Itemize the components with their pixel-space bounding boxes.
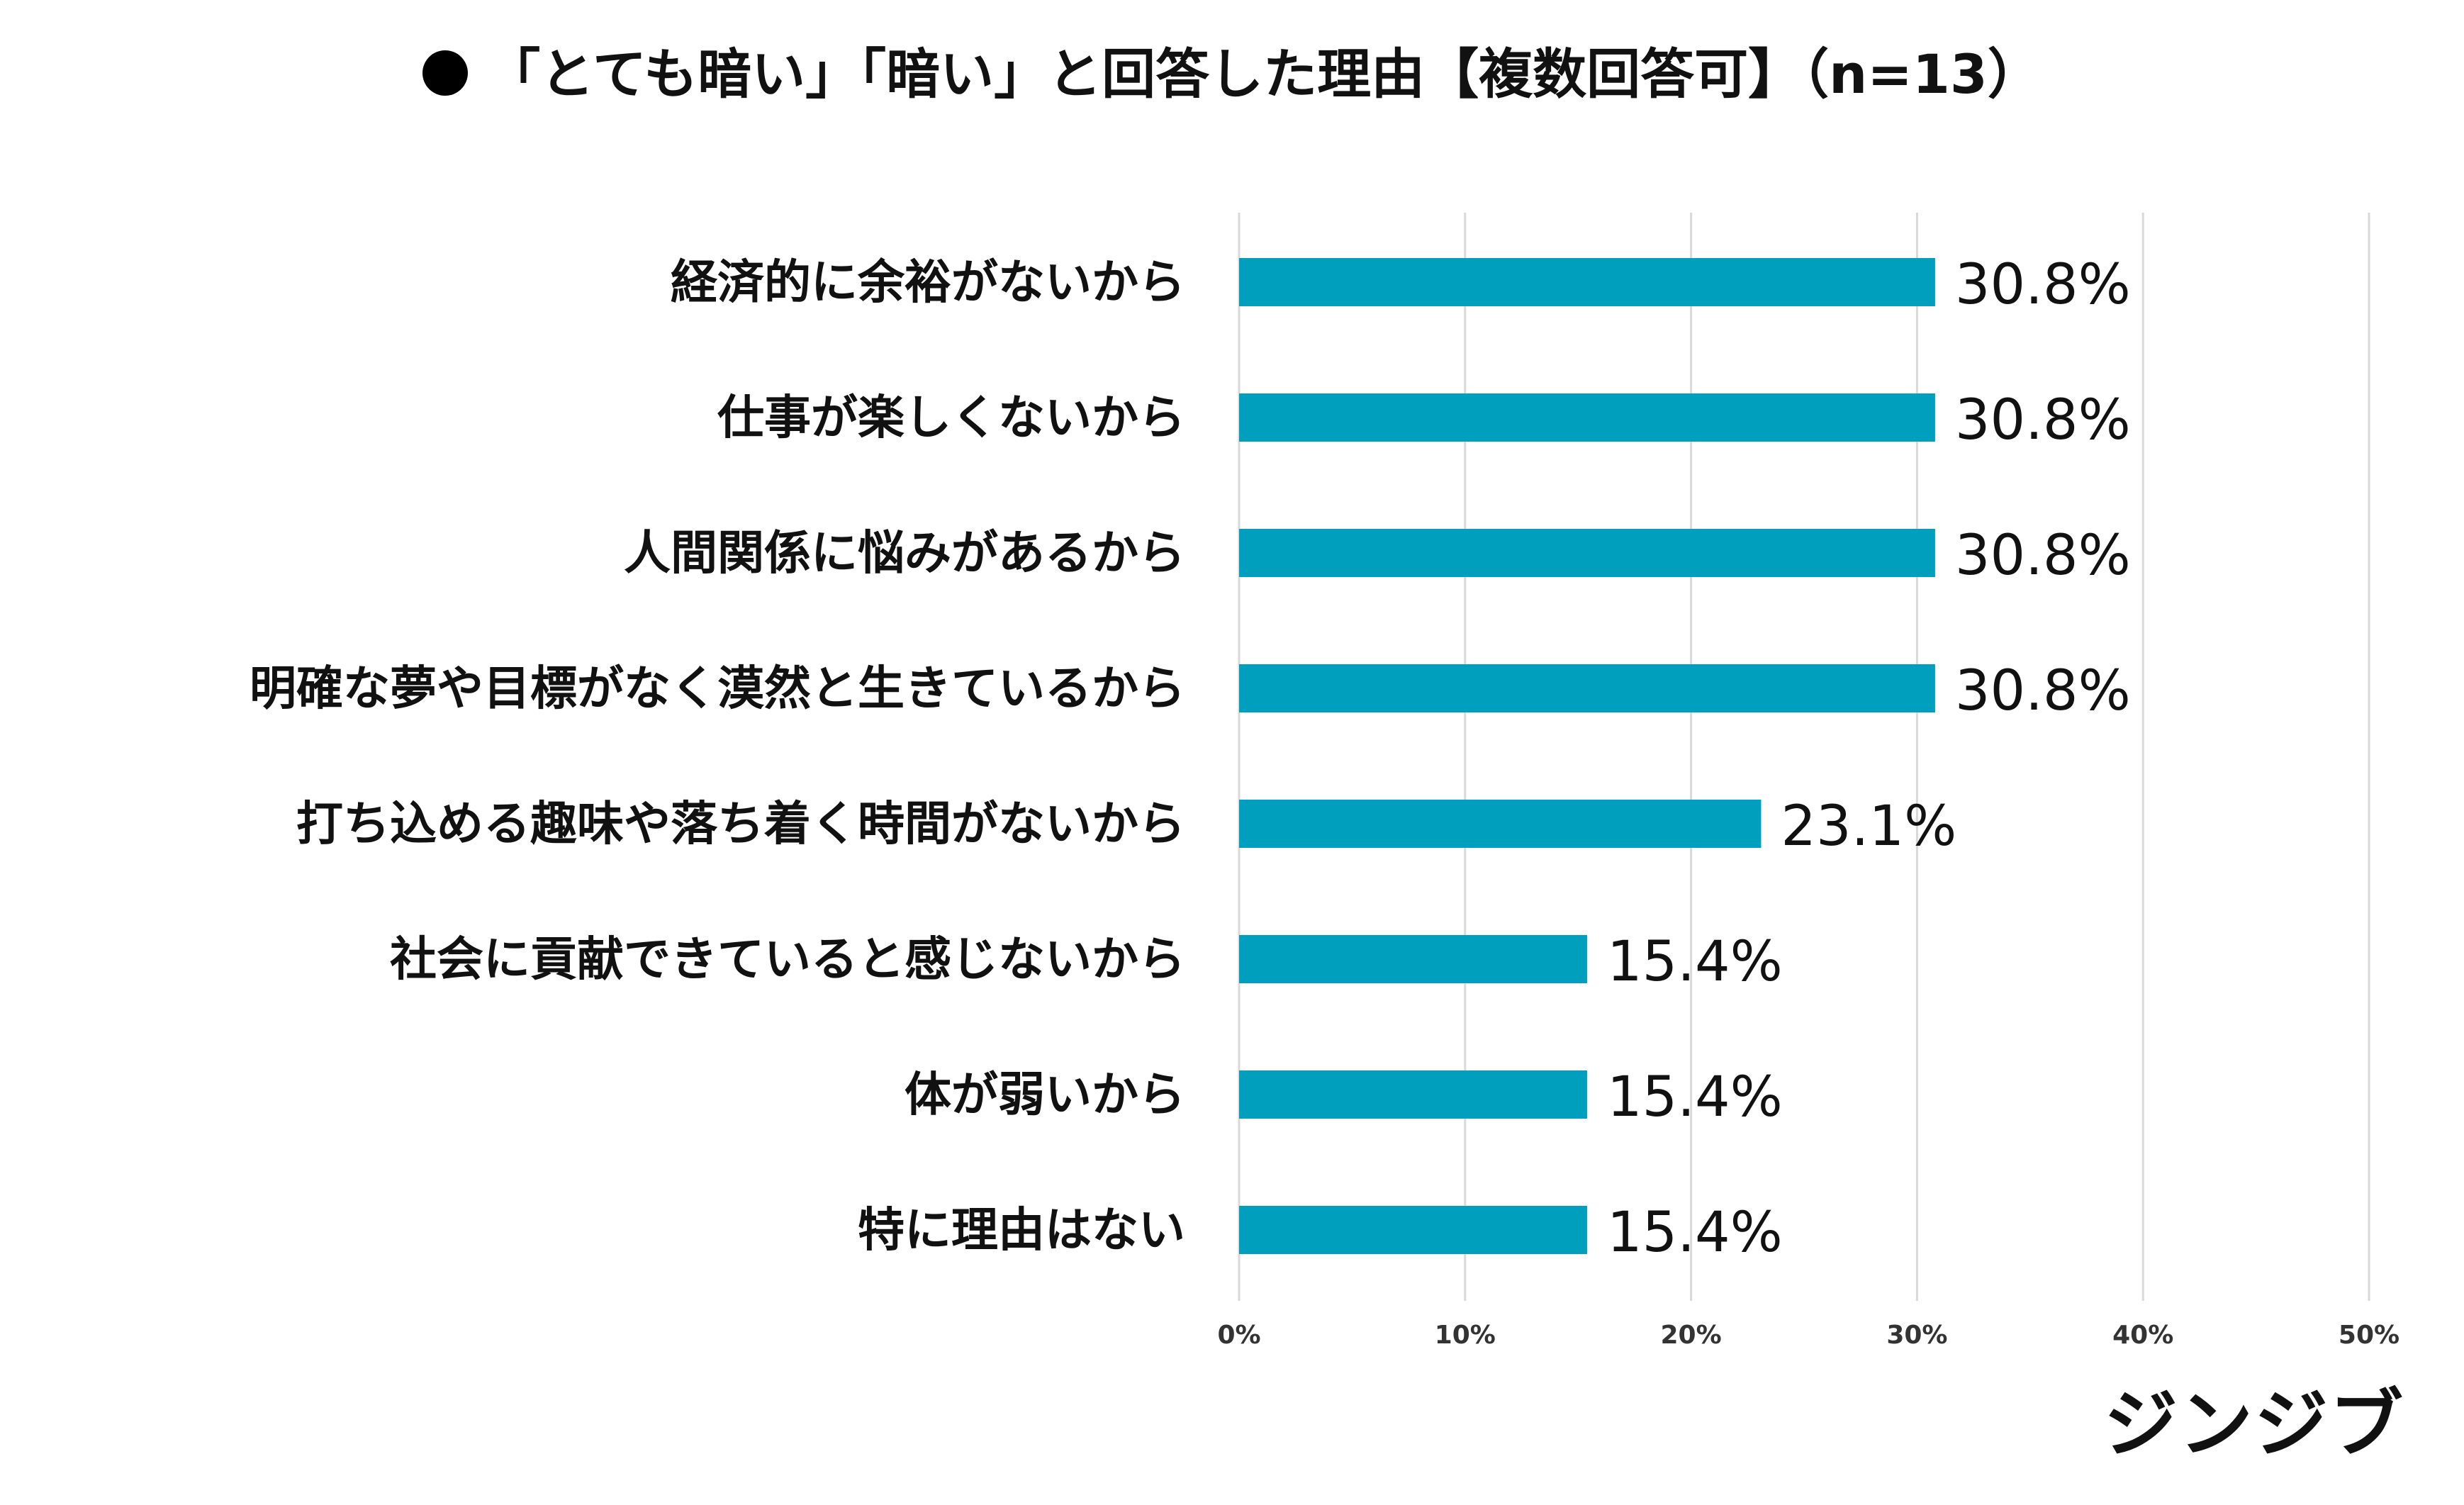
chart-title: 「とても暗い」「暗い」と回答した理由【複数回答可】（n=13） <box>0 28 2464 121</box>
data-label: 15.4% <box>1607 930 1783 994</box>
bar <box>1239 393 1935 442</box>
data-label: 30.8% <box>1955 524 2131 588</box>
category-label: 明確な夢や目標がなく漠然と生きているから <box>250 661 1185 716</box>
chart-title-text: 「とても暗い」「暗い」と回答した理由【複数回答可】（n=13） <box>486 43 2042 106</box>
category-label: 特に理由はない <box>858 1203 1185 1258</box>
data-label: 30.8% <box>1955 253 2131 317</box>
category-label: 打ち込める趣味や落ち着く時間がないから <box>296 797 1185 851</box>
bar <box>1239 258 1935 306</box>
data-label: 15.4% <box>1607 1201 1783 1265</box>
bar <box>1239 1206 1587 1254</box>
x-tick-label: 40% <box>2112 1321 2173 1350</box>
x-tick-label: 20% <box>1661 1321 1722 1350</box>
data-label: 23.1% <box>1781 795 1956 858</box>
category-label: 社会に貢献できていると感じないから <box>390 932 1185 987</box>
brand-logo: ジンジブ <box>2103 1381 2404 1467</box>
bar <box>1239 935 1587 983</box>
category-label: 体が弱いから <box>905 1068 1185 1122</box>
bar <box>1239 800 1762 848</box>
x-tick-label: 30% <box>1886 1321 1947 1350</box>
bar <box>1239 529 1935 577</box>
data-label: 30.8% <box>1955 388 2131 452</box>
category-label: 経済的に余裕がないから <box>671 255 1185 310</box>
x-tick-label: 10% <box>1435 1321 1496 1350</box>
bar <box>1239 1070 1587 1119</box>
x-tick-label: 50% <box>2339 1321 2399 1350</box>
x-tick-label: 0% <box>1217 1321 1260 1350</box>
category-label: 仕事が楽しくないから <box>717 391 1185 445</box>
bar <box>1239 664 1935 712</box>
bullet-dot-icon <box>422 50 469 96</box>
category-label: 人間関係に悩みがあるから <box>624 526 1185 581</box>
data-label: 15.4% <box>1607 1065 1783 1129</box>
data-label: 30.8% <box>1955 659 2131 723</box>
